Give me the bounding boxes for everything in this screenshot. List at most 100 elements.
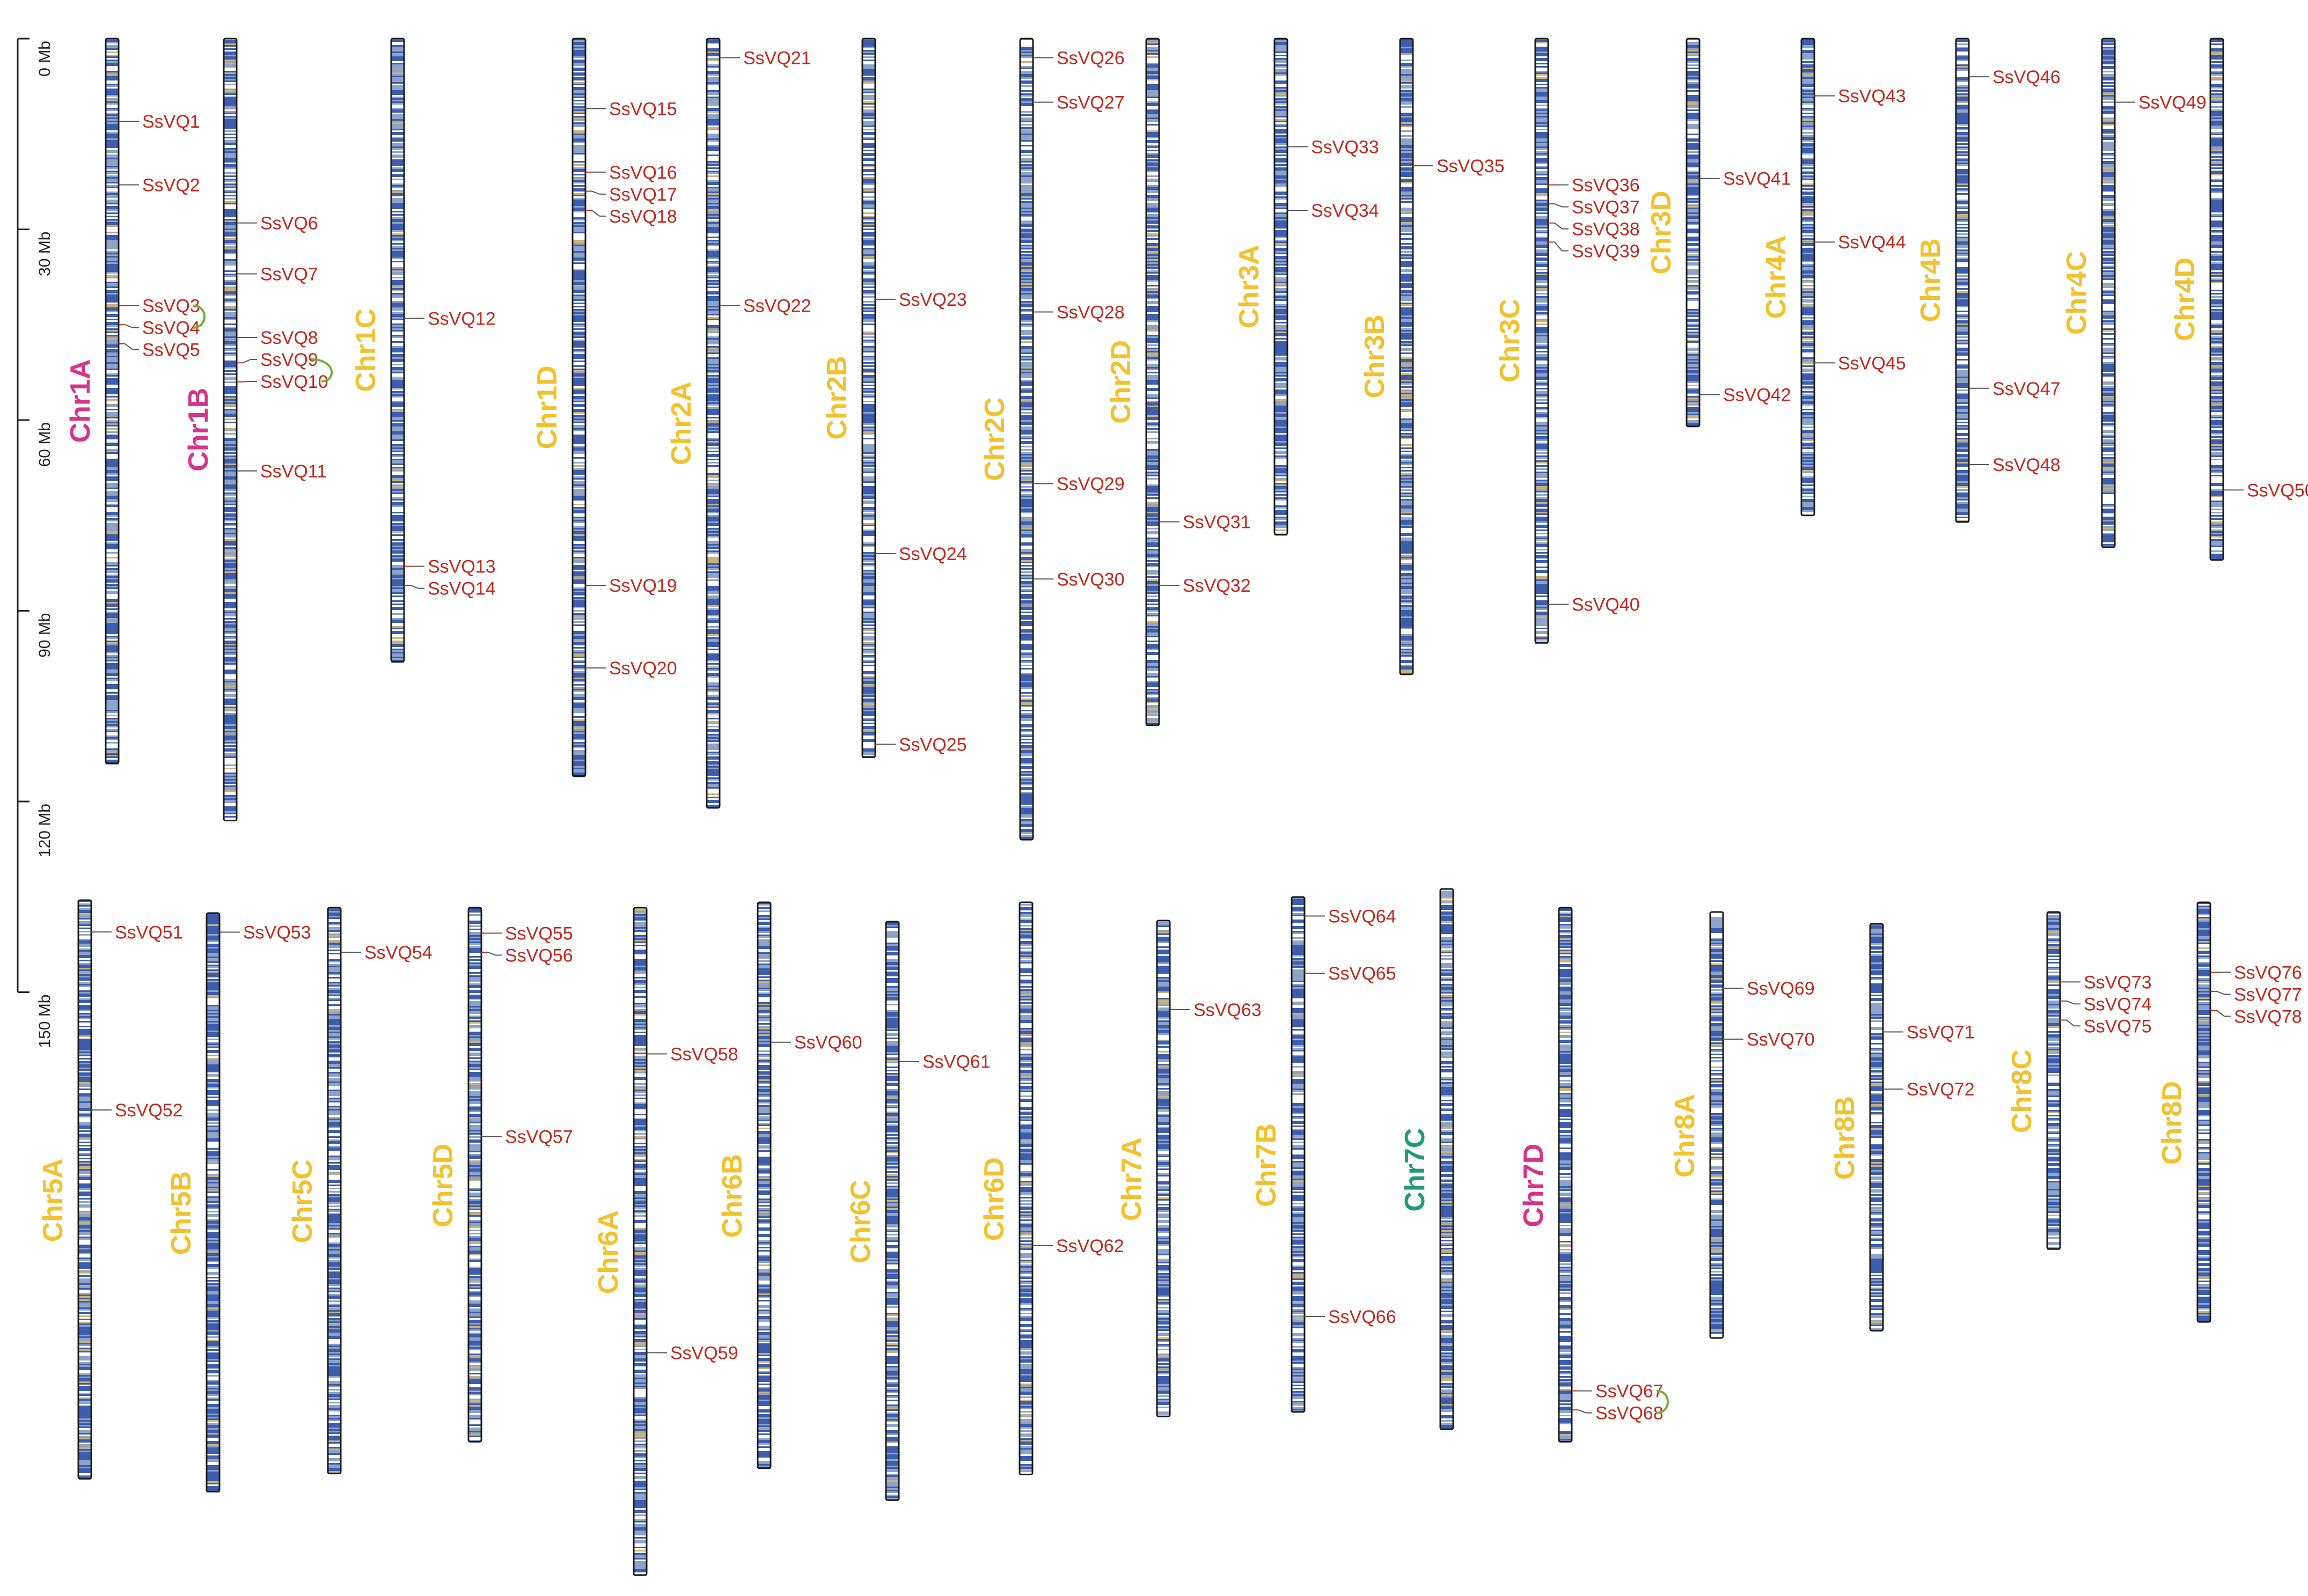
gene-marker-ssvq4[interactable]: SsVQ4 [119, 318, 200, 339]
gene-marker-ssvq77[interactable]: SsVQ77 [2210, 984, 2302, 1005]
gene-marker-ssvq1[interactable]: SsVQ1 [119, 112, 200, 132]
gene-marker-ssvq36[interactable]: SsVQ36 [1548, 175, 1640, 196]
gene-marker-ssvq78[interactable]: SsVQ78 [2210, 1006, 2302, 1027]
gene-marker-ssvq14[interactable]: SsVQ14 [404, 579, 496, 599]
gene-marker-ssvq37[interactable]: SsVQ37 [1548, 197, 1640, 218]
gene-marker-ssvq21[interactable]: SsVQ21 [720, 48, 811, 69]
gene-marker-ssvq56[interactable]: SsVQ56 [481, 945, 573, 966]
gene-marker-ssvq63[interactable]: SsVQ63 [1170, 1000, 1262, 1020]
chromosome-chr2b[interactable]: Chr2B SsVQ23 SsVQ24 SsVQ25 [822, 38, 967, 758]
gene-marker-ssvq15[interactable]: SsVQ15 [585, 99, 677, 119]
chromosome-chr6b[interactable]: Chr6B SsVQ60 [717, 901, 862, 1469]
gene-marker-ssvq35[interactable]: SsVQ35 [1413, 156, 1505, 176]
gene-marker-ssvq45[interactable]: SsVQ45 [1814, 353, 1906, 373]
chromosome-chr3d[interactable]: Chr3D SsVQ41 SsVQ42 [1646, 38, 1791, 428]
gene-marker-ssvq43[interactable]: SsVQ43 [1814, 86, 1906, 107]
chromosome-chr7a[interactable]: Chr7A SsVQ63 [1116, 920, 1262, 1417]
gene-marker-ssvq6[interactable]: SsVQ6 [237, 214, 318, 234]
gene-marker-ssvq17[interactable]: SsVQ17 [585, 185, 677, 205]
chromosome-chr3b[interactable]: Chr3B SsVQ35 [1359, 38, 1505, 675]
gene-marker-ssvq59[interactable]: SsVQ59 [647, 1343, 738, 1364]
gene-marker-ssvq16[interactable]: SsVQ16 [585, 163, 677, 183]
gene-marker-ssvq65[interactable]: SsVQ65 [1305, 964, 1396, 984]
gene-marker-ssvq64[interactable]: SsVQ64 [1305, 907, 1396, 927]
gene-marker-ssvq13[interactable]: SsVQ13 [404, 557, 496, 577]
chromosome-chr7b[interactable]: Chr7B SsVQ64 SsVQ65 SsVQ66 [1251, 896, 1396, 1413]
gene-marker-ssvq25[interactable]: SsVQ25 [875, 734, 967, 755]
chromosome-chr3a[interactable]: Chr3A SsVQ33 SsVQ34 [1234, 38, 1379, 536]
gene-marker-ssvq73[interactable]: SsVQ73 [2060, 972, 2152, 992]
chromosome-chr2c[interactable]: Chr2C SsVQ26 SsVQ27 SsVQ28 SsVQ29 SsVQ30 [979, 38, 1125, 841]
gene-marker-ssvq24[interactable]: SsVQ24 [875, 544, 967, 564]
gene-marker-ssvq46[interactable]: SsVQ46 [1969, 67, 2061, 87]
gene-marker-ssvq51[interactable]: SsVQ51 [91, 922, 183, 943]
gene-marker-ssvq19[interactable]: SsVQ19 [585, 576, 677, 596]
gene-marker-ssvq41[interactable]: SsVQ41 [1699, 169, 1791, 189]
gene-marker-ssvq10[interactable]: SsVQ10 [237, 372, 328, 392]
gene-marker-ssvq67[interactable]: SsVQ67 [1572, 1381, 1664, 1402]
gene-marker-ssvq39[interactable]: SsVQ39 [1548, 241, 1640, 262]
gene-marker-ssvq62[interactable]: SsVQ62 [1032, 1236, 1124, 1256]
gene-marker-ssvq40[interactable]: SsVQ40 [1548, 595, 1640, 615]
gene-marker-ssvq68[interactable]: SsVQ68 [1572, 1403, 1664, 1424]
gene-marker-ssvq27[interactable]: SsVQ27 [1033, 93, 1125, 113]
gene-marker-ssvq60[interactable]: SsVQ60 [771, 1033, 862, 1053]
chromosome-chr6c[interactable]: Chr6C SsVQ61 [845, 921, 991, 1501]
gene-marker-ssvq7[interactable]: SsVQ7 [237, 264, 318, 284]
gene-marker-ssvq26[interactable]: SsVQ26 [1033, 48, 1125, 69]
gene-marker-ssvq8[interactable]: SsVQ8 [237, 328, 318, 348]
chromosome-chr5c[interactable]: Chr5C SsVQ54 [287, 907, 433, 1475]
gene-marker-ssvq42[interactable]: SsVQ42 [1699, 385, 1791, 406]
gene-marker-ssvq70[interactable]: SsVQ70 [1723, 1029, 1815, 1050]
gene-marker-ssvq12[interactable]: SsVQ12 [404, 308, 496, 329]
chromosome-chr2a[interactable]: Chr2A SsVQ21 SsVQ22 [666, 38, 811, 809]
gene-marker-ssvq32[interactable]: SsVQ32 [1159, 576, 1251, 596]
gene-marker-ssvq54[interactable]: SsVQ54 [341, 943, 433, 963]
gene-marker-ssvq2[interactable]: SsVQ2 [119, 175, 200, 196]
gene-marker-ssvq29[interactable]: SsVQ29 [1033, 474, 1125, 495]
chromosome-chr4b[interactable]: Chr4B SsVQ46 SsVQ47 SsVQ48 [1915, 38, 2061, 523]
gene-marker-ssvq48[interactable]: SsVQ48 [1969, 455, 2061, 475]
gene-marker-ssvq69[interactable]: SsVQ69 [1723, 979, 1815, 999]
chromosome-chr6d[interactable]: Chr6D SsVQ62 [979, 901, 1124, 1475]
gene-marker-ssvq55[interactable]: SsVQ55 [481, 923, 573, 944]
gene-marker-ssvq33[interactable]: SsVQ33 [1287, 137, 1379, 157]
chromosome-chr5a[interactable]: Chr5A SsVQ51 SsVQ52 [38, 899, 183, 1480]
gene-marker-ssvq30[interactable]: SsVQ30 [1033, 569, 1125, 590]
gene-marker-ssvq22[interactable]: SsVQ22 [720, 296, 811, 317]
gene-marker-ssvq58[interactable]: SsVQ58 [647, 1045, 738, 1065]
gene-marker-ssvq71[interactable]: SsVQ71 [1883, 1022, 1975, 1042]
gene-marker-ssvq75[interactable]: SsVQ75 [2060, 1016, 2152, 1036]
gene-marker-ssvq20[interactable]: SsVQ20 [585, 658, 677, 679]
chromosome-chr5b[interactable]: Chr5B SsVQ53 [166, 912, 311, 1492]
chromosome-chr2d[interactable]: Chr2D SsVQ31 SsVQ32 [1105, 38, 1251, 726]
gene-marker-ssvq50[interactable]: SsVQ50 [2223, 480, 2308, 501]
gene-marker-ssvq52[interactable]: SsVQ52 [91, 1100, 183, 1121]
gene-marker-ssvq61[interactable]: SsVQ61 [899, 1052, 991, 1072]
chromosome-chr4d[interactable]: Chr4D SsVQ50 [2170, 38, 2308, 561]
gene-marker-ssvq76[interactable]: SsVQ76 [2210, 962, 2302, 983]
gene-marker-ssvq5[interactable]: SsVQ5 [119, 340, 200, 361]
gene-marker-ssvq57[interactable]: SsVQ57 [481, 1127, 573, 1148]
gene-marker-ssvq23[interactable]: SsVQ23 [875, 290, 967, 310]
chromosome-chr4a[interactable]: Chr4A SsVQ43 SsVQ44 SsVQ45 [1761, 38, 1906, 517]
gene-marker-ssvq3[interactable]: SsVQ3 [119, 296, 200, 317]
gene-marker-ssvq44[interactable]: SsVQ44 [1814, 232, 1906, 253]
gene-marker-ssvq9[interactable]: SsVQ9 [237, 350, 318, 370]
gene-marker-ssvq38[interactable]: SsVQ38 [1548, 219, 1640, 240]
gene-marker-ssvq18[interactable]: SsVQ18 [585, 207, 677, 227]
gene-marker-ssvq31[interactable]: SsVQ31 [1159, 512, 1251, 533]
gene-marker-ssvq53[interactable]: SsVQ53 [219, 923, 311, 943]
chromosome-chr6a[interactable]: Chr6A SsVQ58 SsVQ59 [593, 907, 738, 1576]
gene-marker-ssvq66[interactable]: SsVQ66 [1305, 1307, 1396, 1327]
chromosome-chr8b[interactable]: Chr8B SsVQ71 SsVQ72 [1829, 923, 1975, 1332]
chromosome-chr7c[interactable]: Chr7C [1400, 888, 1454, 1430]
gene-marker-ssvq72[interactable]: SsVQ72 [1883, 1079, 1975, 1100]
gene-marker-ssvq11[interactable]: SsVQ11 [237, 461, 327, 482]
